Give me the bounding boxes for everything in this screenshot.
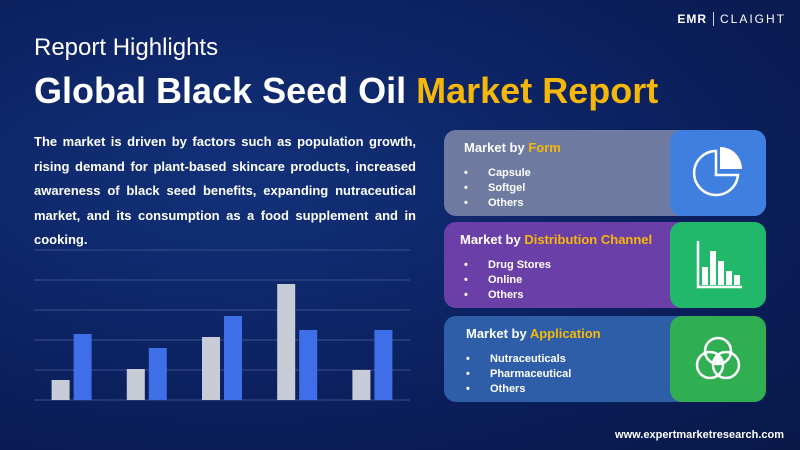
card-list: • Capsule • Softgel • Others [464, 166, 531, 211]
list-item: • Softgel [464, 181, 531, 196]
title-main: Global Black Seed Oil [34, 70, 417, 111]
list-item-label: Others [490, 383, 526, 395]
bar-series-1-category-5 [352, 370, 371, 400]
bar-series-2-category-1 [73, 334, 92, 400]
icon-box [670, 316, 766, 402]
icon-box [670, 130, 766, 216]
list-item-label: Nutraceuticals [490, 353, 566, 365]
card-title: Market by Form [464, 140, 561, 155]
card-title-highlight: Application [529, 326, 601, 341]
pie-chart-icon [692, 147, 742, 197]
card-title-prefix: Market by [464, 140, 529, 155]
title-highlight: Market Report [416, 70, 659, 111]
list-item: • Drug Stores [464, 258, 551, 273]
list-item: • Others [466, 382, 571, 397]
bar-series-2-category-2 [148, 348, 167, 400]
bullet: • [464, 259, 468, 271]
page-title: Global Black Seed Oil Market Report [34, 70, 658, 112]
card-title-prefix: Market by [466, 326, 530, 341]
footer-website: www.expertmarketresearch.com [615, 429, 784, 441]
list-item: • Online [464, 273, 551, 288]
list-item: • Pharmaceutical [466, 367, 571, 382]
page-subtitle: Report Highlights [34, 34, 219, 61]
list-item: • Capsule [464, 166, 531, 181]
bullet: • [464, 167, 468, 179]
list-item-label: Pharmaceutical [490, 368, 572, 380]
card-title-highlight: Form [528, 140, 561, 155]
bullet: • [466, 368, 470, 380]
bullet: • [464, 289, 468, 301]
card-title: Market by Application [466, 326, 601, 341]
bar-series-1-category-2 [126, 369, 145, 400]
bullet: • [464, 197, 468, 209]
card-market-by-distribution-channel: Market by Distribution Channel • Drug Sto… [444, 222, 766, 308]
chart-grid [34, 249, 410, 401]
icon-box [670, 222, 766, 308]
market-description: The market is driven by factors such as … [34, 134, 416, 247]
list-item: • Others [464, 196, 531, 211]
bar-chart-icon [696, 241, 742, 289]
card-title-prefix: Market by [460, 232, 525, 247]
list-item: • Others [464, 288, 551, 303]
venn-diagram-icon [695, 336, 741, 380]
logo-emr: EMR [677, 12, 707, 26]
list-item-label: Capsule [488, 167, 531, 179]
logo-claight: CLAIGHT [719, 12, 786, 26]
brand-logo: EMR CLAIGHT [677, 12, 786, 26]
bar-series-1-category-3 [202, 337, 220, 400]
bar-series-1-category-4 [277, 284, 296, 400]
logo-divider [712, 12, 714, 26]
bullet: • [464, 182, 468, 194]
list-item-label: Softgel [488, 182, 526, 194]
bullet: • [464, 274, 468, 286]
list-item-label: Others [488, 289, 524, 301]
bar-series-2-category-3 [224, 316, 242, 400]
bar-chart [34, 249, 410, 401]
card-list: • Drug Stores • Online • Others [464, 258, 551, 303]
chart-bars [51, 284, 393, 400]
bar-series-1-category-1 [51, 380, 70, 400]
card-market-by-application: Market by Application • Nutraceuticals • P… [444, 316, 766, 402]
bullet: • [466, 383, 470, 395]
list-item-label: Others [488, 197, 524, 209]
bar-series-2-category-4 [299, 330, 318, 400]
bar-series-2-category-5 [374, 330, 393, 400]
card-title: Market by Distribution Channel [460, 232, 652, 247]
card-list: • Nutraceuticals • Pharmaceutical • Others [466, 352, 571, 397]
list-item: • Nutraceuticals [466, 352, 571, 367]
card-market-by-form: Market by Form • Capsule • Softgel • Others [444, 130, 766, 216]
list-item-label: Drug Stores [488, 259, 551, 271]
card-title-highlight: Distribution Channel [524, 232, 653, 247]
list-item-label: Online [488, 274, 523, 286]
bullet: • [466, 353, 470, 365]
